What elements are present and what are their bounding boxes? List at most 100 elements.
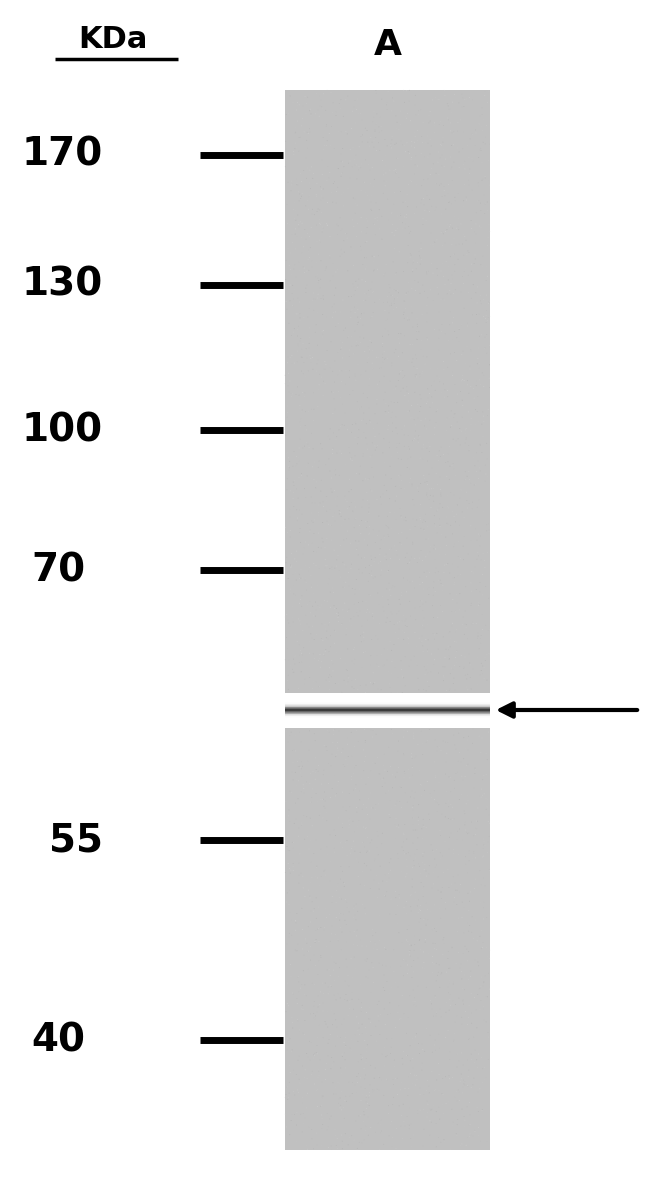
Point [313, 756, 324, 775]
Point [326, 1107, 336, 1126]
Point [431, 1114, 441, 1133]
Point [346, 448, 357, 467]
Point [285, 617, 295, 636]
Point [471, 614, 482, 633]
Point [427, 596, 437, 615]
Point [398, 81, 409, 100]
Point [428, 863, 439, 882]
Point [352, 967, 362, 986]
Point [283, 172, 293, 191]
Point [476, 939, 487, 958]
Point [363, 348, 373, 367]
Point [346, 327, 357, 346]
Point [354, 531, 364, 551]
Point [330, 172, 340, 191]
Point [356, 397, 367, 416]
Point [399, 303, 410, 322]
Point [350, 281, 361, 300]
Point [426, 196, 437, 215]
Point [458, 551, 469, 570]
Point [447, 502, 458, 521]
Point [406, 246, 416, 265]
Point [450, 648, 461, 667]
Point [352, 926, 362, 945]
Point [296, 417, 306, 436]
Point [443, 1021, 453, 1040]
Point [283, 854, 293, 873]
Point [286, 1111, 296, 1130]
Point [313, 717, 324, 736]
Point [443, 623, 454, 642]
Point [375, 1005, 385, 1024]
Point [300, 479, 310, 498]
Point [364, 556, 374, 575]
Point [450, 718, 461, 737]
Point [311, 784, 321, 803]
Point [454, 724, 464, 743]
Point [396, 584, 407, 603]
Point [445, 584, 455, 603]
Point [357, 1014, 367, 1033]
Point [477, 729, 488, 748]
Point [351, 146, 361, 165]
Point [321, 214, 332, 233]
Point [417, 304, 427, 323]
Point [417, 176, 427, 195]
Point [438, 225, 448, 244]
Point [333, 314, 343, 333]
Point [335, 911, 345, 930]
Point [315, 1097, 326, 1116]
Point [436, 574, 447, 593]
Point [387, 605, 397, 624]
Point [291, 1132, 302, 1151]
Point [326, 882, 336, 901]
Point [475, 291, 486, 310]
Point [382, 707, 392, 726]
Point [282, 396, 293, 415]
Point [315, 677, 325, 696]
Point [463, 283, 473, 302]
Point [311, 763, 321, 782]
Point [386, 665, 396, 684]
Point [460, 615, 471, 634]
Point [318, 787, 328, 806]
Point [361, 937, 372, 956]
Point [447, 554, 458, 573]
Point [311, 908, 322, 927]
Point [373, 348, 384, 367]
Point [389, 344, 400, 363]
Point [471, 401, 481, 420]
Point [350, 366, 360, 385]
Point [378, 1086, 389, 1105]
Point [306, 937, 316, 956]
Point [412, 897, 423, 916]
Point [326, 183, 337, 202]
Point [418, 512, 428, 531]
Point [391, 419, 401, 438]
Point [457, 1134, 467, 1153]
Point [458, 831, 468, 850]
Point [331, 746, 341, 765]
Point [324, 124, 334, 143]
Point [459, 1107, 469, 1126]
Point [296, 243, 307, 262]
Point [458, 346, 468, 365]
Point [404, 1105, 414, 1124]
Point [479, 81, 489, 100]
Point [419, 1023, 430, 1042]
Bar [285, 726, 490, 728]
Bar [285, 90, 490, 1150]
Point [446, 190, 456, 209]
Point [474, 593, 484, 612]
Point [369, 849, 380, 868]
Point [483, 621, 493, 640]
Point [350, 497, 361, 516]
Point [389, 289, 400, 308]
Point [294, 448, 304, 467]
Point [310, 422, 320, 441]
Point [403, 751, 413, 770]
Point [398, 304, 409, 323]
Point [457, 1100, 467, 1119]
Point [382, 100, 392, 119]
Point [327, 484, 337, 503]
